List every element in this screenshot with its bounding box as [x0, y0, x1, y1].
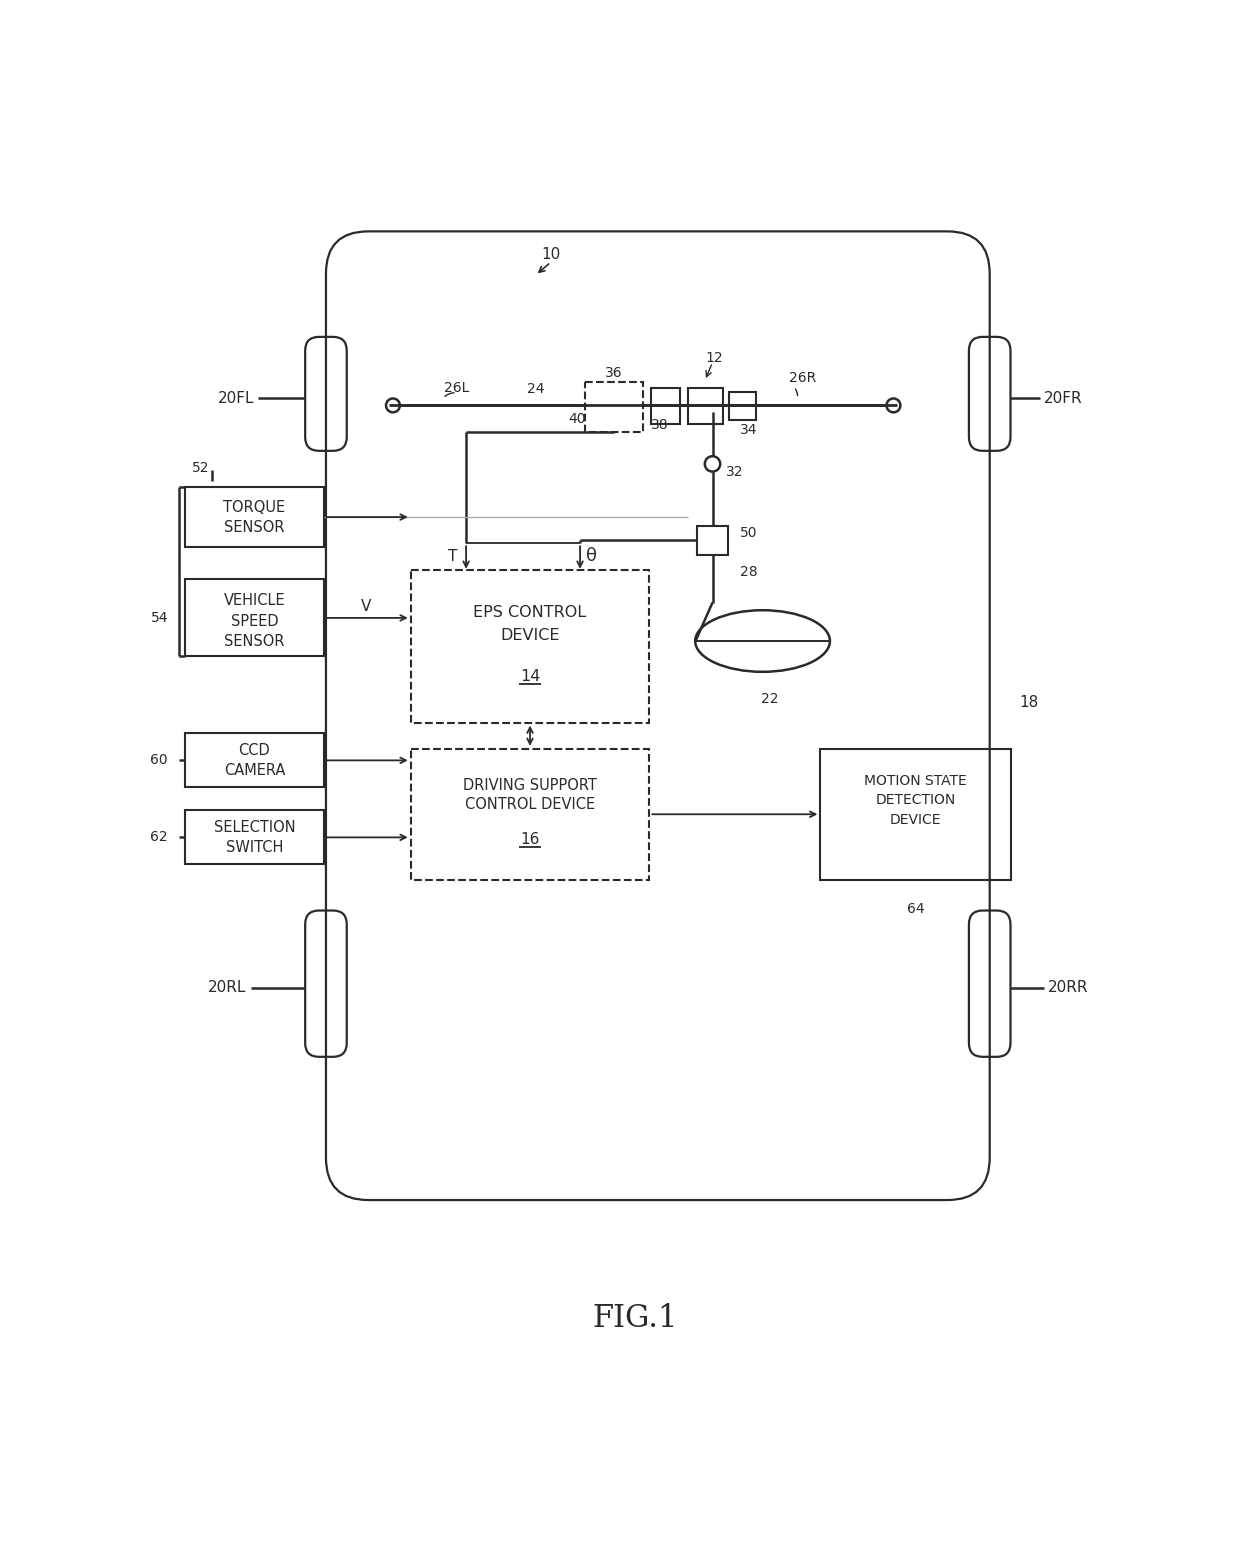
Text: 24: 24: [527, 383, 544, 397]
Text: DEVICE: DEVICE: [500, 629, 559, 643]
Text: 18: 18: [1019, 696, 1038, 710]
Text: SENSOR: SENSOR: [224, 520, 285, 535]
Text: 26R: 26R: [790, 370, 817, 384]
Text: 60: 60: [150, 753, 169, 767]
Text: 12: 12: [706, 350, 723, 364]
Text: 64: 64: [906, 902, 925, 916]
Text: VEHICLE: VEHICLE: [223, 593, 285, 608]
Text: 20FR: 20FR: [1044, 391, 1083, 406]
Text: CCD: CCD: [238, 742, 270, 758]
Text: MOTION STATE: MOTION STATE: [864, 775, 967, 789]
Text: 16: 16: [521, 832, 539, 846]
Text: 26L: 26L: [444, 381, 470, 395]
Text: EPS CONTROL: EPS CONTROL: [474, 605, 587, 619]
Bar: [688, 389, 723, 423]
Text: SENSOR: SENSOR: [224, 633, 285, 649]
Bar: [729, 392, 756, 420]
Bar: [185, 733, 324, 787]
Text: 50: 50: [740, 526, 758, 540]
Text: V: V: [361, 599, 371, 615]
Text: TORQUE: TORQUE: [223, 499, 285, 515]
Bar: [585, 381, 644, 431]
Text: 32: 32: [727, 465, 744, 479]
Bar: [651, 389, 681, 423]
Bar: [821, 748, 1012, 879]
Text: 52: 52: [192, 461, 210, 475]
Bar: [185, 579, 324, 657]
Text: 62: 62: [150, 831, 169, 845]
Bar: [697, 526, 728, 555]
Bar: [185, 811, 324, 864]
Text: 22: 22: [761, 692, 779, 706]
Text: T: T: [448, 549, 456, 563]
Bar: [410, 748, 650, 879]
Text: FIG.1: FIG.1: [593, 1302, 678, 1333]
Text: SWITCH: SWITCH: [226, 840, 283, 854]
Text: 54: 54: [150, 612, 169, 626]
Text: 14: 14: [520, 669, 541, 685]
Text: 10: 10: [541, 247, 560, 261]
Text: DETECTION: DETECTION: [875, 794, 956, 808]
Text: 34: 34: [739, 423, 756, 437]
Text: DRIVING SUPPORT: DRIVING SUPPORT: [463, 778, 596, 794]
Text: 20FL: 20FL: [218, 391, 254, 406]
Text: SPEED: SPEED: [231, 613, 278, 629]
Text: 28: 28: [740, 565, 758, 579]
Bar: [185, 487, 324, 548]
Bar: [410, 569, 650, 722]
Text: 40: 40: [568, 412, 585, 426]
Text: 20RR: 20RR: [1048, 980, 1087, 994]
Text: 20RL: 20RL: [208, 980, 247, 994]
Text: SELECTION: SELECTION: [213, 820, 295, 836]
Text: 38: 38: [651, 419, 668, 433]
Text: DEVICE: DEVICE: [890, 812, 941, 826]
Text: CAMERA: CAMERA: [223, 762, 285, 778]
Text: θ: θ: [587, 548, 598, 565]
Text: CONTROL DEVICE: CONTROL DEVICE: [465, 797, 595, 812]
Text: 36: 36: [605, 366, 622, 380]
